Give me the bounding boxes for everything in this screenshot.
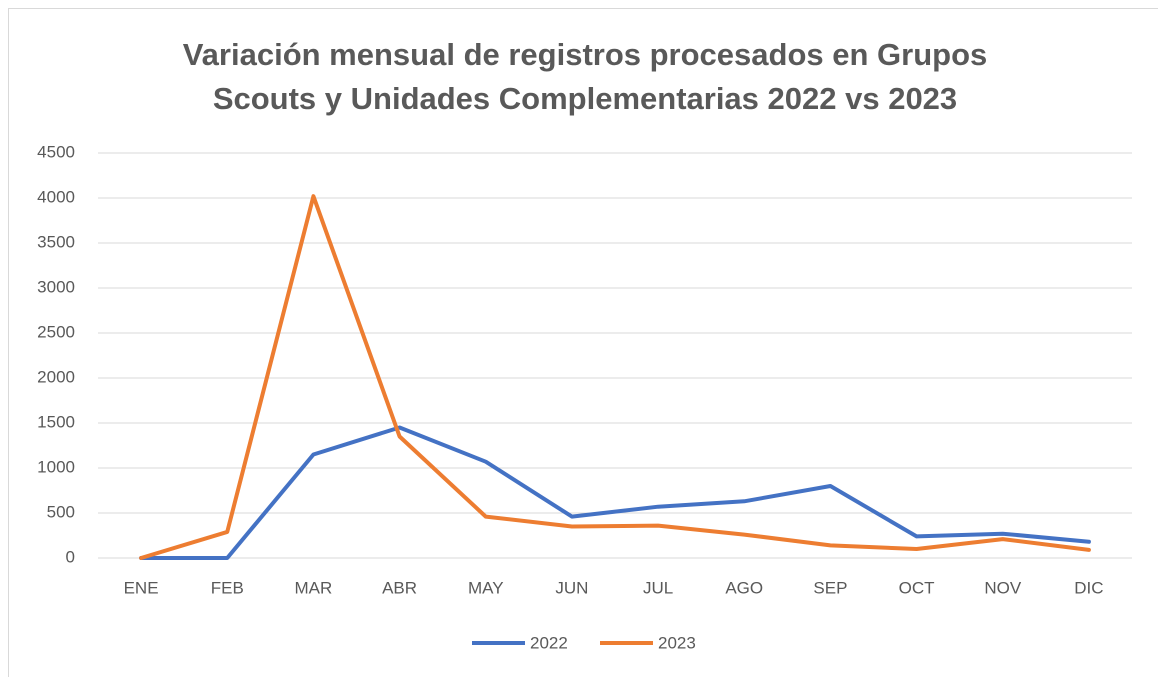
- x-tick-label: SEP: [813, 578, 847, 597]
- legend-label: 2023: [658, 633, 696, 652]
- chart-title: Variación mensual de registros procesado…: [183, 37, 988, 72]
- y-tick-label: 1000: [37, 457, 75, 476]
- x-tick-label: ENE: [124, 578, 159, 597]
- series-line: [139, 194, 1091, 560]
- series-line: [139, 425, 1091, 560]
- x-tick-label: DIC: [1074, 578, 1103, 597]
- y-tick-label: 2500: [37, 322, 75, 341]
- y-tick-label: 3500: [37, 232, 75, 251]
- x-tick-label: JUL: [643, 578, 673, 597]
- x-tick-label: AGO: [725, 578, 763, 597]
- x-tick-label: MAY: [468, 578, 504, 597]
- x-tick-label: ABR: [382, 578, 417, 597]
- y-tick-label: 2000: [37, 367, 75, 386]
- y-tick-label: 1500: [37, 412, 75, 431]
- y-tick-label: 3000: [37, 277, 75, 296]
- x-tick-label: OCT: [899, 578, 935, 597]
- y-tick-label: 4000: [37, 187, 75, 206]
- x-tick-label: JUN: [555, 578, 588, 597]
- x-tick-label: MAR: [295, 578, 333, 597]
- x-tick-label: FEB: [211, 578, 244, 597]
- x-tick-label: NOV: [984, 578, 1022, 597]
- chart-border: [8, 8, 1158, 677]
- y-tick-label: 4500: [37, 142, 75, 161]
- chart-title: Scouts y Unidades Complementarias 2022 v…: [213, 81, 957, 116]
- legend-label: 2022: [530, 633, 568, 652]
- y-tick-label: 0: [66, 547, 75, 566]
- y-tick-label: 500: [47, 502, 75, 521]
